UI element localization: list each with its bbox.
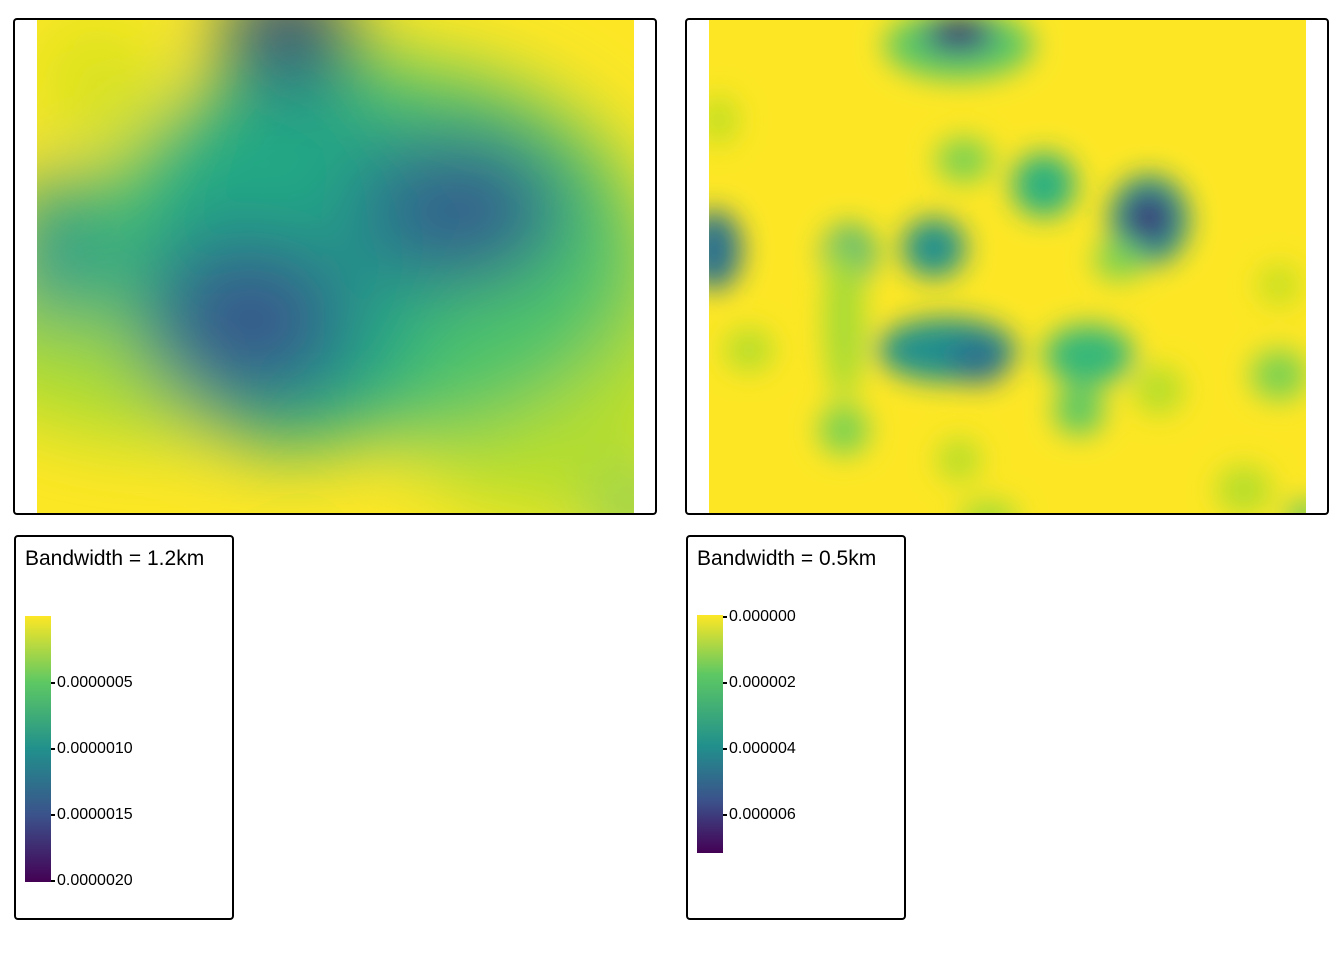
legend-tick-label: 0.0000010	[57, 740, 133, 757]
map-panel-right	[685, 18, 1329, 515]
legend-tick-label: 0.000004	[729, 740, 796, 757]
density-raster-right	[709, 20, 1306, 513]
tick-mark	[723, 814, 727, 816]
legend-right: Bandwidth = 0.5km 0.000000 0.000002 0.00…	[686, 535, 906, 920]
tick-mark	[51, 814, 55, 816]
legend-tick-label: 0.0000015	[57, 806, 133, 823]
legend-tick-label: 0.0000020	[57, 872, 133, 889]
legend-tick-label: 0.000006	[729, 806, 796, 823]
legend-title: Bandwidth = 0.5km	[697, 547, 877, 570]
tick-mark	[723, 616, 727, 618]
tick-mark	[723, 748, 727, 750]
color-scale-bar	[697, 615, 723, 853]
color-scale-bar	[25, 616, 51, 882]
tick-mark	[51, 748, 55, 750]
tick-mark	[51, 682, 55, 684]
legend-tick-label: 0.0000005	[57, 674, 133, 691]
legend-left: Bandwidth = 1.2km 0.0000005 0.0000010 0.…	[14, 535, 234, 920]
map-panel-left	[13, 18, 657, 515]
density-raster-left	[37, 20, 634, 513]
tick-mark	[51, 880, 55, 882]
tick-mark	[723, 682, 727, 684]
legend-title: Bandwidth = 1.2km	[25, 547, 205, 570]
legend-tick-label: 0.000002	[729, 674, 796, 691]
legend-tick-label: 0.000000	[729, 608, 796, 625]
